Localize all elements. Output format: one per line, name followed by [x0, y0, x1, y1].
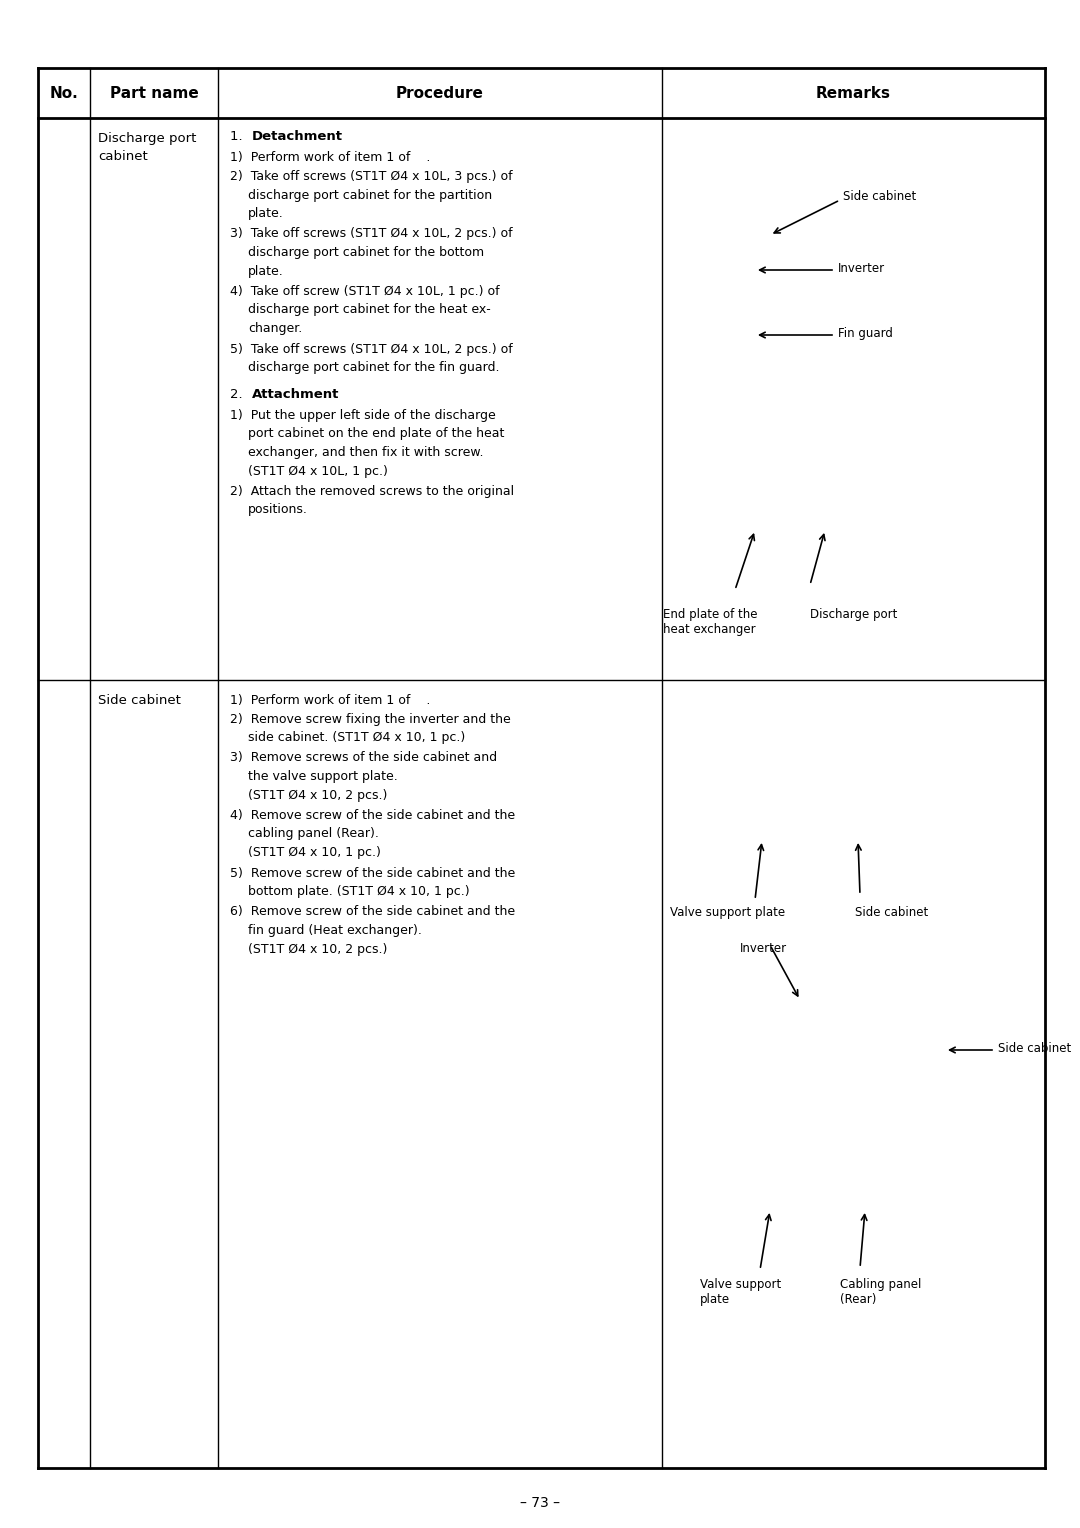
Text: Discharge port: Discharge port [98, 131, 197, 145]
Text: 4)  Take off screw (ST1T Ø4 x 10L, 1 pc.) of: 4) Take off screw (ST1T Ø4 x 10L, 1 pc.)… [230, 286, 500, 298]
Text: port cabinet on the end plate of the heat: port cabinet on the end plate of the hea… [248, 428, 504, 440]
Text: 1)  Put the upper left side of the discharge: 1) Put the upper left side of the discha… [230, 410, 496, 422]
Text: cabling panel (Rear).: cabling panel (Rear). [248, 828, 379, 840]
Text: 3)  Take off screws (ST1T Ø4 x 10L, 2 pcs.) of: 3) Take off screws (ST1T Ø4 x 10L, 2 pcs… [230, 228, 513, 240]
Text: Side cabinet: Side cabinet [843, 189, 916, 203]
Text: Part name: Part name [110, 86, 199, 101]
Text: heat exchanger: heat exchanger [663, 623, 756, 636]
Text: discharge port cabinet for the heat ex-: discharge port cabinet for the heat ex- [248, 304, 490, 316]
Text: Fin guard: Fin guard [838, 327, 893, 339]
Text: Inverter: Inverter [838, 261, 886, 275]
Text: Side cabinet: Side cabinet [98, 694, 180, 707]
Text: Side cabinet: Side cabinet [855, 906, 928, 918]
Text: discharge port cabinet for the partition: discharge port cabinet for the partition [248, 188, 492, 202]
Text: End plate of the: End plate of the [663, 608, 757, 620]
Text: 2.: 2. [230, 388, 252, 400]
Text: Procedure: Procedure [396, 86, 484, 101]
Text: 2)  Attach the removed screws to the original: 2) Attach the removed screws to the orig… [230, 484, 514, 498]
Text: discharge port cabinet for the fin guard.: discharge port cabinet for the fin guard… [248, 361, 499, 374]
Text: No.: No. [50, 86, 79, 101]
Text: Side cabinet: Side cabinet [998, 1042, 1071, 1054]
Text: Valve support: Valve support [700, 1277, 781, 1291]
Text: Discharge port: Discharge port [810, 608, 897, 620]
Text: positions.: positions. [248, 504, 308, 516]
Text: cabinet: cabinet [98, 150, 148, 163]
Text: Remarks: Remarks [816, 86, 891, 101]
Text: Valve support plate: Valve support plate [670, 906, 785, 918]
Text: plate.: plate. [248, 206, 284, 220]
Text: 1)  Perform work of item 1 of    .: 1) Perform work of item 1 of . [230, 694, 430, 707]
Text: exchanger, and then fix it with screw.: exchanger, and then fix it with screw. [248, 446, 484, 458]
Text: 6)  Remove screw of the side cabinet and the: 6) Remove screw of the side cabinet and … [230, 906, 515, 918]
Text: Cabling panel: Cabling panel [840, 1277, 921, 1291]
Text: 1.: 1. [230, 130, 252, 144]
Text: – 73 –: – 73 – [519, 1496, 561, 1510]
Text: 2)  Take off screws (ST1T Ø4 x 10L, 3 pcs.) of: 2) Take off screws (ST1T Ø4 x 10L, 3 pcs… [230, 170, 513, 183]
Text: 3)  Remove screws of the side cabinet and: 3) Remove screws of the side cabinet and [230, 752, 497, 764]
Text: (ST1T Ø4 x 10, 2 pcs.): (ST1T Ø4 x 10, 2 pcs.) [248, 788, 388, 802]
Text: (ST1T Ø4 x 10, 1 pc.): (ST1T Ø4 x 10, 1 pc.) [248, 847, 381, 859]
Text: bottom plate. (ST1T Ø4 x 10, 1 pc.): bottom plate. (ST1T Ø4 x 10, 1 pc.) [248, 885, 470, 898]
Text: 1)  Perform work of item 1 of    .: 1) Perform work of item 1 of . [230, 151, 430, 165]
Text: plate.: plate. [248, 264, 284, 278]
Text: 4)  Remove screw of the side cabinet and the: 4) Remove screw of the side cabinet and … [230, 808, 515, 822]
Text: 5)  Take off screws (ST1T Ø4 x 10L, 2 pcs.) of: 5) Take off screws (ST1T Ø4 x 10L, 2 pcs… [230, 342, 513, 356]
Text: Inverter: Inverter [740, 941, 787, 955]
Text: plate: plate [700, 1293, 730, 1306]
Text: (ST1T Ø4 x 10, 2 pcs.): (ST1T Ø4 x 10, 2 pcs.) [248, 943, 388, 955]
Text: Attachment: Attachment [252, 388, 339, 400]
Text: Detachment: Detachment [252, 130, 343, 144]
Text: the valve support plate.: the valve support plate. [248, 770, 397, 782]
Text: (ST1T Ø4 x 10L, 1 pc.): (ST1T Ø4 x 10L, 1 pc.) [248, 465, 388, 477]
Text: 5)  Remove screw of the side cabinet and the: 5) Remove screw of the side cabinet and … [230, 866, 515, 880]
Text: fin guard (Heat exchanger).: fin guard (Heat exchanger). [248, 924, 422, 937]
Text: (Rear): (Rear) [840, 1293, 876, 1306]
Text: side cabinet. (ST1T Ø4 x 10, 1 pc.): side cabinet. (ST1T Ø4 x 10, 1 pc.) [248, 730, 465, 744]
Text: 2)  Remove screw fixing the inverter and the: 2) Remove screw fixing the inverter and … [230, 712, 511, 726]
Text: changer.: changer. [248, 322, 302, 335]
Text: discharge port cabinet for the bottom: discharge port cabinet for the bottom [248, 246, 484, 260]
